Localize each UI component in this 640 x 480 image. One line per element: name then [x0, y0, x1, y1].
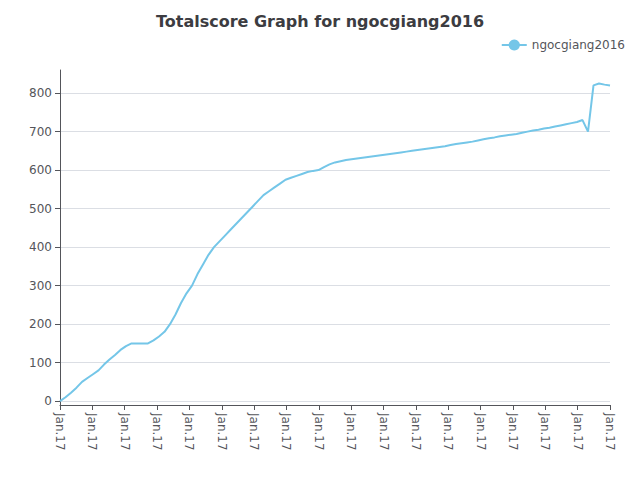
svg-text:Jan.17: Jan.17 [182, 412, 196, 451]
svg-text:0: 0 [44, 394, 52, 408]
svg-text:Jan.17: Jan.17 [571, 412, 585, 451]
svg-text:800: 800 [29, 86, 52, 100]
svg-text:Jan.17: Jan.17 [441, 412, 455, 451]
svg-text:Jan.17: Jan.17 [538, 412, 552, 451]
svg-text:300: 300 [29, 279, 52, 293]
svg-text:Jan.17: Jan.17 [344, 412, 358, 451]
svg-text:Jan.17: Jan.17 [312, 412, 326, 451]
svg-text:Jan.17: Jan.17 [279, 412, 293, 451]
svg-text:Jan.17: Jan.17 [474, 412, 488, 451]
svg-text:Jan.17: Jan.17 [150, 412, 164, 451]
svg-text:ngocgiang2016: ngocgiang2016 [532, 38, 625, 52]
svg-text:700: 700 [29, 125, 52, 139]
svg-text:Jan.17: Jan.17 [377, 412, 391, 451]
svg-text:Jan.17: Jan.17 [247, 412, 261, 451]
svg-text:Totalscore Graph for ngocgiang: Totalscore Graph for ngocgiang2016 [156, 12, 484, 31]
svg-text:Jan.17: Jan.17 [53, 412, 67, 451]
svg-text:Jan.17: Jan.17 [603, 412, 617, 451]
svg-text:Jan.17: Jan.17 [506, 412, 520, 451]
svg-text:600: 600 [29, 163, 52, 177]
svg-text:Jan.17: Jan.17 [85, 412, 99, 451]
svg-text:Jan.17: Jan.17 [118, 412, 132, 451]
svg-text:400: 400 [29, 240, 52, 254]
svg-text:200: 200 [29, 317, 52, 331]
svg-text:Jan.17: Jan.17 [409, 412, 423, 451]
svg-text:100: 100 [29, 356, 52, 370]
svg-text:Jan.17: Jan.17 [215, 412, 229, 451]
svg-text:500: 500 [29, 202, 52, 216]
